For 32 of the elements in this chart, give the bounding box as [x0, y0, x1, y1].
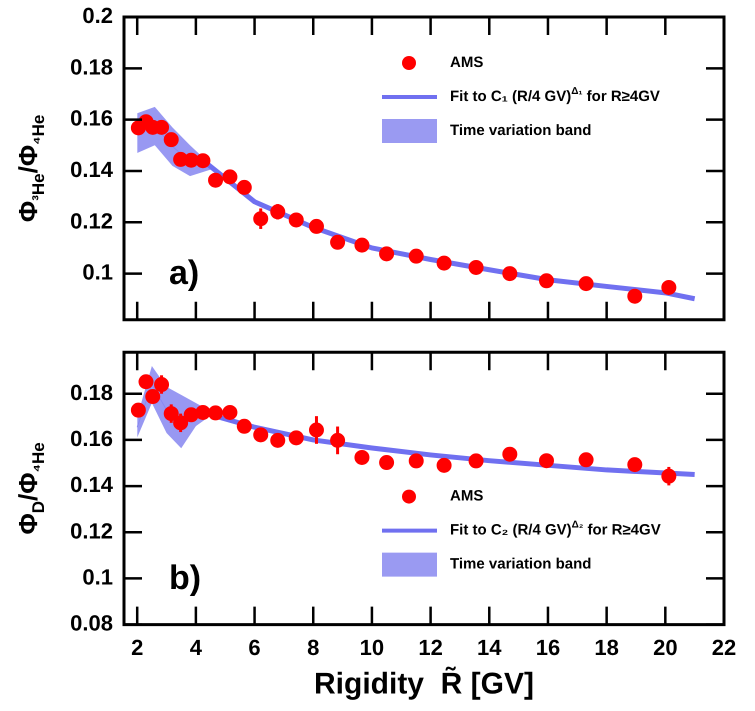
y-tick-label: 0.14	[70, 472, 114, 498]
legend-label: AMS	[450, 54, 484, 72]
y-tick-label: 0.18	[70, 54, 113, 80]
x-tick-label: 18	[594, 634, 619, 660]
legend-label: Time variation band	[450, 122, 592, 140]
y-tick-label: 0.18	[70, 380, 113, 405]
x-tick-label: 6	[248, 634, 261, 660]
y-tick-label: 0.12	[70, 518, 113, 544]
y-tick-label: 0.12	[70, 208, 113, 234]
legend-label: AMS	[450, 488, 484, 505]
y-tick-label: 0.1	[82, 564, 113, 590]
y-tick-label: 0.08	[70, 610, 113, 636]
x-tick-label: 10	[360, 634, 384, 660]
x-tick-label: 2	[131, 634, 144, 660]
y-axis-title: Φ³He/Φ⁴He	[13, 114, 48, 222]
x-tick-label: 14	[477, 634, 502, 660]
x-axis-title: Rigidity R̃ [GV]	[314, 666, 534, 700]
y-tick-label: 0.2	[82, 3, 113, 28]
x-tick-label: 12	[418, 634, 443, 660]
annotation: a)	[169, 254, 200, 292]
y-tick-label: 0.14	[70, 157, 114, 182]
y-tick-label: 0.16	[70, 426, 113, 451]
x-tick-label: 22	[712, 634, 736, 660]
x-tick-label: 4	[190, 634, 203, 660]
y-tick-label: 0.16	[70, 106, 113, 131]
y-axis-title: ΦD/Φ⁴He	[13, 442, 48, 535]
x-tick-label: 20	[653, 634, 678, 660]
y-tick-label: 0.1	[82, 260, 113, 285]
legend-label: Time variation band	[450, 556, 592, 573]
x-tick-label: 16	[536, 634, 560, 660]
annotation: b)	[169, 558, 202, 597]
x-tick-label: 8	[307, 634, 320, 660]
